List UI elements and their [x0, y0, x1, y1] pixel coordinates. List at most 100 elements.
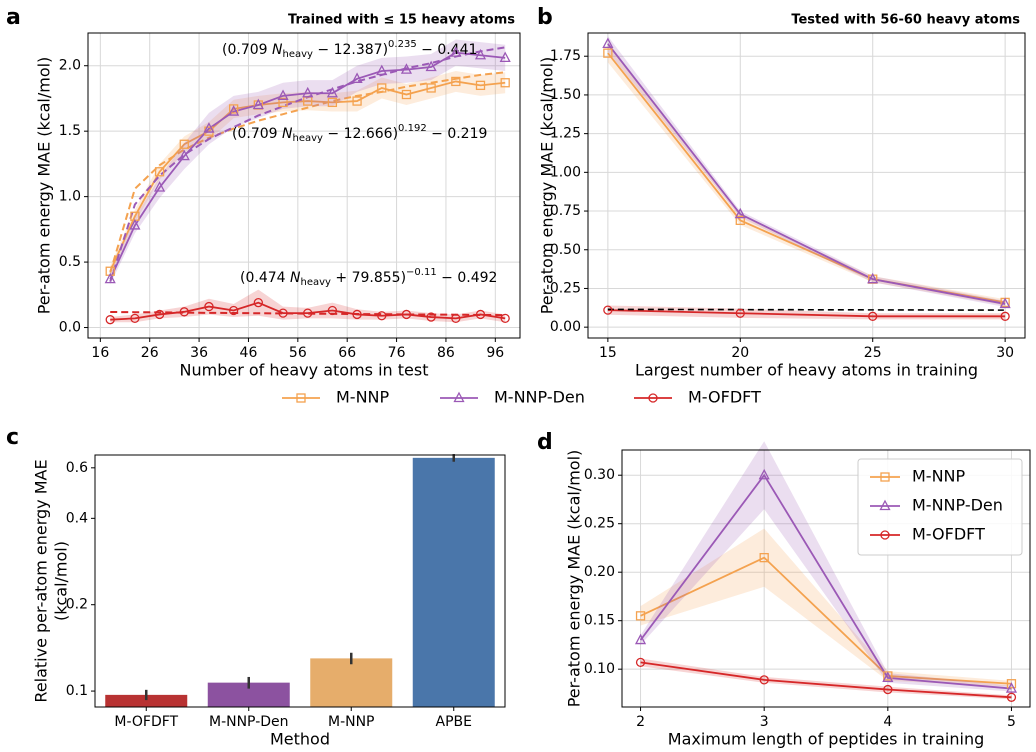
- marker: [475, 80, 486, 91]
- marker: [252, 98, 264, 110]
- plot-frame: [87, 32, 521, 339]
- legend-marker: [296, 393, 306, 403]
- x-tick-label: 3: [760, 714, 769, 730]
- fit-annotation: (0.474 Nheavy + 79.855)−0.11 − 0.492: [240, 267, 497, 288]
- bar: [105, 694, 188, 707]
- y-tick-label: 0.6: [66, 460, 88, 476]
- x-tick-label: 46: [240, 345, 258, 361]
- marker: [451, 76, 461, 87]
- y-tick-label: 1.00: [550, 164, 581, 180]
- legend-marker: [879, 499, 891, 511]
- annotation-part: + 79.855): [331, 270, 406, 286]
- marker: [602, 37, 614, 48]
- y-tick-label: 1.50: [550, 87, 581, 103]
- y-tick-label: 0.5: [59, 254, 81, 270]
- marker: [450, 46, 462, 57]
- marker: [327, 305, 338, 316]
- y-axis-label: Relative per-atom energy MAE: [32, 459, 51, 702]
- legend-label: M-NNP: [912, 467, 966, 486]
- y-tick-label: 0.00: [550, 319, 581, 335]
- legend-marker: [453, 391, 465, 403]
- x-axis-label: Maximum length of peptides in training: [668, 730, 984, 749]
- marker: [352, 96, 362, 106]
- y-tick-label: 0.20: [584, 564, 615, 580]
- marker: [178, 149, 190, 161]
- y-tick-label: 1.75: [550, 48, 581, 64]
- marker: [401, 309, 412, 320]
- marker: [426, 312, 436, 322]
- y-tick-label: 0.50: [550, 242, 581, 258]
- marker: [154, 181, 166, 192]
- panel: 0.10 0.15 0.20 0.25 0.30 2 3 4 5 d Maximum length …: [537, 430, 1031, 749]
- panel-label: d: [537, 430, 553, 455]
- marker: [451, 313, 461, 324]
- shared-legend: M-NNP M-NNP-Den M-OFDFT: [282, 388, 761, 407]
- legend-box: [857, 458, 1023, 556]
- series-line: [607, 43, 1006, 305]
- marker: [154, 309, 165, 320]
- marker: [634, 633, 647, 645]
- annotation-part: N: [290, 270, 301, 286]
- x-tick-label: M-NNP-Den: [209, 714, 289, 730]
- y-tick-label: 0.4: [66, 510, 88, 526]
- legend-marker: [648, 393, 658, 403]
- y-tick-label: 0.0: [59, 320, 81, 336]
- marker: [475, 309, 486, 320]
- marker: [426, 83, 436, 93]
- marker: [734, 207, 746, 219]
- marker: [759, 675, 769, 685]
- marker: [203, 122, 215, 133]
- annotation-part: 0.235: [388, 39, 417, 50]
- marker: [735, 308, 745, 318]
- y-tick-label: 1.0: [59, 189, 81, 205]
- marker: [130, 313, 140, 324]
- marker: [1006, 692, 1017, 702]
- legend-label: M-NNP-Den: [494, 388, 585, 407]
- annotation-part: (0.709: [232, 126, 282, 142]
- y-axis-label: (kcal/mol): [52, 541, 71, 621]
- annotation-part: − 12.387): [313, 42, 388, 58]
- bar: [310, 658, 393, 707]
- marker: [104, 272, 116, 284]
- x-tick-label: 26: [141, 345, 159, 361]
- y-tick-label: 0.10: [584, 661, 615, 677]
- annotation-part: 0.192: [398, 123, 427, 134]
- plot-frame: [621, 449, 1031, 708]
- y-tick-label: 0.2: [66, 597, 88, 613]
- bar: [412, 457, 495, 707]
- annotation-part: − 0.492: [437, 270, 498, 286]
- x-tick-label: APBE: [436, 714, 472, 730]
- legend-label: M-NNP-Den: [912, 496, 1003, 515]
- marker: [867, 272, 879, 284]
- error-band: [607, 43, 1006, 306]
- y-axis-label: Per-atom energy MAE (kcal/mol): [35, 57, 54, 315]
- annotation-part: −0.11: [406, 267, 437, 278]
- annotation-part: (0.474: [240, 270, 290, 286]
- annotation-part: − 0.219: [427, 126, 488, 142]
- marker: [1000, 311, 1010, 321]
- error-band: [640, 528, 1012, 687]
- y-tick-label: 0.15: [584, 613, 615, 629]
- marker: [278, 97, 288, 108]
- x-tick-label: 16: [91, 345, 109, 361]
- fit-annotation: (0.709 Nheavy − 12.666)0.192 − 0.219: [232, 123, 487, 144]
- annotation-part: (0.709: [222, 42, 272, 58]
- x-tick-label: M-OFDFT: [114, 714, 178, 730]
- annotation-part: heavy: [282, 49, 313, 60]
- marker: [377, 83, 387, 93]
- marker: [278, 308, 288, 318]
- marker: [425, 60, 437, 72]
- error-band: [607, 36, 1006, 308]
- legend-label: M-OFDFT: [912, 525, 985, 544]
- y-tick-label: 0.25: [584, 516, 615, 532]
- marker: [179, 307, 189, 317]
- marker: [376, 64, 388, 76]
- marker: [327, 97, 338, 108]
- x-tick-label: 30: [996, 345, 1014, 361]
- marker: [759, 552, 769, 563]
- marker: [882, 671, 894, 683]
- marker: [499, 51, 511, 63]
- legend-label: M-OFDFT: [688, 388, 761, 407]
- marker: [302, 86, 314, 98]
- marker: [351, 72, 363, 83]
